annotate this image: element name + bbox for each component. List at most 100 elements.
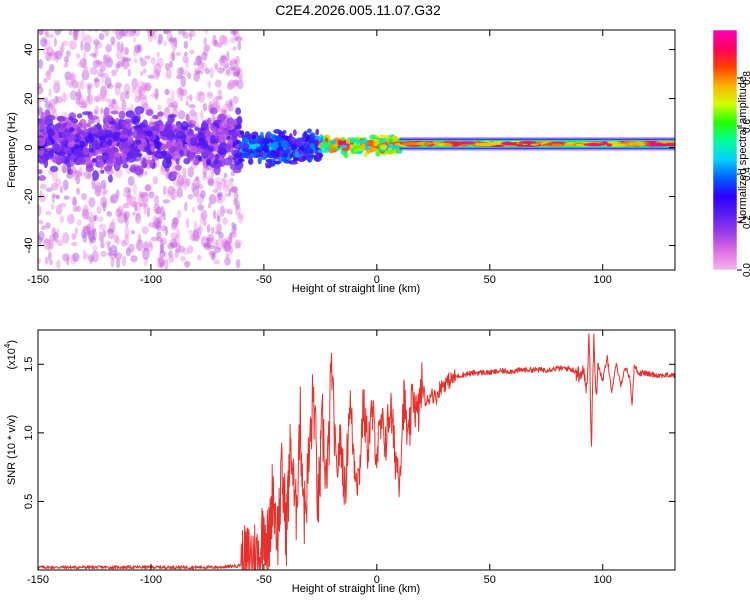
spectrogram-cell [162, 211, 166, 221]
spectrogram-cell [92, 59, 101, 68]
spectrogram-cell [57, 30, 63, 33]
spectrogram-cell [49, 63, 55, 73]
spectrogram-cell [189, 49, 195, 55]
spectrogram-cell [174, 235, 180, 244]
spectrogram-cell [186, 178, 191, 187]
spectrogram-cell [116, 257, 121, 269]
spectrogram-cell [235, 242, 241, 249]
spectrogram-cell [102, 142, 108, 148]
spectrogram-cell [164, 225, 168, 237]
spectrogram-cell [185, 100, 189, 106]
spectrogram-cell [45, 222, 51, 229]
spectrogram-cell [229, 98, 233, 106]
spectrogram-cell [194, 68, 202, 73]
spectrogram-cell [213, 143, 219, 153]
spectrogram-cell [202, 165, 208, 176]
spectrogram-cell [49, 98, 56, 109]
spectrogram-cell [75, 187, 81, 195]
spectrogram-cell [303, 130, 308, 138]
spectrogram-cell [148, 30, 155, 36]
spectrogram-cell [234, 204, 241, 216]
spectrogram-cell [79, 140, 86, 148]
spectrogram-cell [182, 167, 187, 178]
spectrogram-cell [177, 245, 186, 253]
spectrogram-cell [137, 24, 144, 30]
spectrogram-cell [83, 42, 91, 53]
spectrogram-cell [220, 55, 225, 61]
spectrogram-cell [67, 141, 75, 148]
spectrogram-cell [105, 98, 112, 103]
spectrogram-cell [71, 233, 77, 240]
spectrogram-cell [223, 172, 228, 179]
spectrogram-cell [226, 82, 234, 91]
spectrogram-cell [124, 234, 130, 246]
spectrogram-cell [137, 80, 145, 93]
spectrogram-cell [121, 239, 127, 247]
snr-y-tick-label: 0.5 [23, 494, 35, 509]
spectrogram-cell [153, 63, 162, 75]
spectrogram-cell [423, 142, 430, 146]
spectrogram-cell [69, 73, 75, 82]
spectrogram-cell [101, 76, 105, 84]
spectrogram-cell [144, 82, 152, 92]
spectrogram-cell [171, 50, 175, 62]
spectrogram-cell [218, 58, 223, 64]
spectrogram-cell [180, 75, 187, 88]
spectrogram-cell [94, 45, 99, 58]
spectrogram-cell [192, 158, 200, 166]
spectrogram-cell [519, 140, 537, 145]
spectrogram-cell [215, 180, 219, 192]
spectrogram-cell [149, 161, 154, 169]
spectrogram-cell [196, 194, 205, 205]
spectrogram-cell [138, 90, 143, 97]
spectrogram-cell [147, 74, 155, 79]
spectrogram-cell [120, 56, 128, 63]
spectrogram-cell [74, 227, 79, 235]
spectrogram-cell [339, 144, 348, 149]
spectrogram-cell [343, 151, 348, 159]
snr-y-tick-label: 1.0 [23, 425, 35, 440]
spectrogram-cell [110, 257, 115, 268]
spectrogram-cell [89, 115, 99, 120]
snr-y-multiplier-base: (x10 [6, 348, 18, 369]
spectrogram-cell [62, 253, 70, 262]
spectrogram-cell [169, 238, 178, 248]
spectrogram-cell [146, 206, 151, 218]
spectrogram-cell [50, 203, 55, 210]
spectrogram-cell [222, 217, 228, 225]
spectrogram-cell [203, 47, 209, 57]
spectrogram-cell [75, 174, 81, 185]
spectrogram-cell [100, 179, 107, 190]
spectrogram-cell [72, 195, 76, 206]
spectrogram-cell [43, 77, 48, 84]
spectrogram-cell [83, 34, 92, 46]
spectrogram-cell [76, 219, 82, 226]
spectrogram-cell [173, 104, 178, 111]
spectrogram-cell [119, 134, 129, 139]
spectrogram-cell [195, 226, 202, 239]
spectrogram-cell [319, 141, 329, 149]
spectrogram-cell [170, 188, 178, 201]
spectrogram-cell [115, 62, 120, 69]
spectrogram-cell [200, 62, 207, 72]
spectrogram-cell [44, 38, 50, 51]
spectrogram-cell [140, 94, 147, 100]
spectrogram-cell [185, 217, 190, 229]
spectrogram-cell [116, 49, 122, 60]
spectrogram-cell [102, 229, 107, 238]
spectrogram-cell [76, 127, 83, 134]
spectrogram-cell [388, 138, 394, 143]
spectrogram-cell [128, 243, 135, 253]
spectrogram-cell [93, 53, 97, 59]
spectrogram-cell [187, 166, 195, 178]
spectrogram-cell [249, 152, 257, 157]
spectrogram-cell [60, 155, 70, 165]
spectrogram-cell [117, 60, 123, 68]
spectrogram-cell [86, 172, 92, 179]
spectrogram-cell [195, 95, 201, 102]
spectrogram-cell [265, 165, 272, 169]
spectrogram-cell [51, 227, 57, 237]
spectrogram-cell [366, 139, 375, 146]
spectrogram-cell [380, 144, 388, 151]
spectrogram-cell [156, 51, 160, 58]
